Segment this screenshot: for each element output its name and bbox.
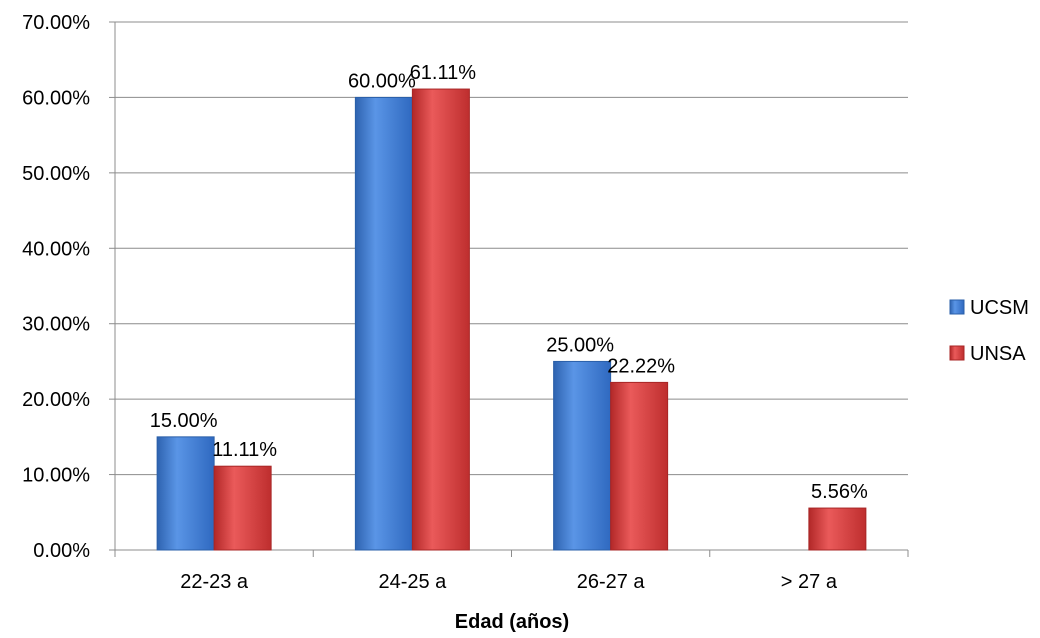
bar-unsa-2 <box>610 381 669 551</box>
x-tick-label: 26-27 a <box>577 571 646 593</box>
y-tick-label: 20.00% <box>22 389 90 411</box>
data-label: 5.56% <box>811 481 868 503</box>
data-label: 25.00% <box>546 334 614 356</box>
y-tick-label: 50.00% <box>22 163 90 185</box>
bars <box>156 88 867 551</box>
legend-label-ucsm: UCSM <box>970 297 1029 319</box>
data-label: 15.00% <box>150 410 218 432</box>
y-tick-label: 30.00% <box>22 314 90 336</box>
bar-unsa-1 <box>411 88 470 551</box>
y-tick-label: 10.00% <box>22 465 90 487</box>
gridlines <box>115 21 908 476</box>
data-labels: 15.00% 60.00% 25.00% 11.11% 61.11% 22.22% 5.56… <box>150 62 868 503</box>
x-tick-label: 22-23 a <box>180 571 249 593</box>
data-label: 22.22% <box>607 355 675 377</box>
bar-ucsm-0 <box>156 436 215 551</box>
x-axis-title: Edad (años) <box>455 611 569 633</box>
x-tick-label: > 27 a <box>781 571 838 593</box>
bar-unsa-3 <box>808 507 867 551</box>
y-tick-label: 0.00% <box>33 540 90 562</box>
y-tick-label: 70.00% <box>22 12 90 34</box>
data-label: 11.11% <box>212 439 277 461</box>
legend: UCSM UNSA <box>949 297 1029 365</box>
bar-unsa-0 <box>213 465 272 551</box>
legend-swatch-ucsm <box>949 299 965 315</box>
x-tick-label: 24-25 a <box>378 571 447 593</box>
legend-swatch-unsa <box>949 345 965 361</box>
axes: 0.00% 10.00% 20.00% 30.00% 40.00% 50.00% 60.00… <box>22 12 909 593</box>
legend-label-unsa: UNSA <box>970 343 1026 365</box>
data-label: 61.11% <box>410 62 477 84</box>
y-tick-label: 60.00% <box>22 87 90 109</box>
bar-ucsm-1 <box>354 96 413 551</box>
y-tick-label: 40.00% <box>22 238 90 260</box>
data-label: 60.00% <box>348 70 416 92</box>
bar-ucsm-2 <box>553 360 612 551</box>
